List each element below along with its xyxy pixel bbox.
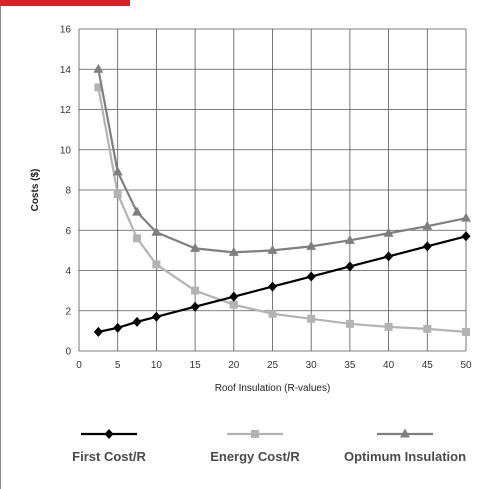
x-tick-label: 30: [306, 360, 318, 371]
y-tick-label: 16: [60, 25, 72, 36]
x-tick-label: 0: [76, 360, 82, 371]
data-point: [267, 244, 278, 254]
data-point: [268, 309, 277, 318]
x-tick-label: 15: [190, 360, 202, 371]
data-point: [113, 190, 122, 199]
data-point: [422, 241, 432, 252]
y-tick-label: 6: [65, 226, 71, 237]
data-point: [422, 220, 433, 230]
legend: First Cost/R Energy Cost/R Optimum Insulat…: [72, 428, 466, 464]
legend-item: Optimum Insulation: [344, 428, 466, 464]
data-point: [113, 322, 123, 333]
data-point: [190, 301, 200, 312]
y-tick-label: 2: [65, 306, 71, 317]
data-point: [93, 326, 103, 337]
x-tick-label: 50: [460, 360, 472, 371]
data-point: [94, 83, 103, 92]
legend-label: Optimum Insulation: [344, 449, 466, 464]
data-point: [461, 212, 471, 222]
series-0: [93, 231, 471, 337]
data-point: [132, 316, 142, 327]
data-point: [152, 260, 161, 269]
x-tick-label: 10: [151, 360, 163, 371]
chart-series: [93, 63, 471, 337]
x-axis-label: Roof Insulation (R-values): [215, 383, 331, 394]
x-tick-label: 40: [383, 360, 395, 371]
data-point: [344, 234, 355, 244]
x-tick-label: 20: [228, 360, 240, 371]
legend-item: First Cost/R: [72, 429, 146, 464]
data-point: [306, 240, 317, 250]
series-line: [97, 69, 467, 254]
tick-labels: 0 5 10 15 20 25 30 35 40 45 50 0 2 4 6 8 10 12 14 16: [60, 25, 472, 372]
data-point: [93, 63, 104, 73]
data-point: [461, 231, 471, 242]
y-tick-label: 14: [60, 65, 72, 76]
y-axis-label: Costs ($): [30, 169, 41, 212]
data-point: [462, 327, 470, 336]
data-point: [191, 286, 200, 295]
legend-marker: [251, 430, 259, 438]
left-border: [0, 0, 1, 489]
legend-item: Energy Cost/R: [210, 430, 300, 464]
data-point: [423, 324, 432, 333]
data-point: [112, 166, 123, 176]
data-point: [229, 300, 238, 309]
data-point: [190, 242, 201, 252]
chart-grid: [78, 28, 467, 352]
x-tick-label: 25: [267, 360, 279, 371]
series-line: [97, 87, 467, 333]
data-point: [384, 322, 393, 331]
data-point: [132, 206, 143, 216]
legend-marker: [104, 429, 114, 439]
data-point: [133, 234, 142, 243]
series-1: [94, 83, 470, 336]
data-point: [383, 227, 394, 237]
series-2: [93, 63, 471, 256]
legend-marker: [400, 428, 410, 438]
legend-label: First Cost/R: [72, 449, 146, 464]
x-tick-label: 45: [422, 360, 434, 371]
x-tick-label: 35: [344, 360, 356, 371]
y-tick-label: 8: [65, 186, 71, 197]
data-point: [307, 314, 316, 323]
data-point: [229, 291, 239, 302]
y-tick-label: 10: [60, 145, 72, 156]
data-point: [384, 251, 394, 262]
accent-tab: [0, 0, 130, 6]
y-tick-label: 12: [60, 105, 72, 116]
data-point: [345, 261, 355, 272]
data-point: [151, 311, 161, 322]
y-tick-label: 0: [65, 347, 71, 358]
data-point: [228, 246, 239, 256]
x-tick-label: 5: [115, 360, 121, 371]
data-point: [345, 319, 354, 328]
data-point: [151, 226, 162, 236]
data-point: [268, 281, 277, 292]
y-tick-label: 4: [65, 266, 71, 277]
legend-label: Energy Cost/R: [210, 449, 300, 464]
data-point: [306, 271, 316, 282]
